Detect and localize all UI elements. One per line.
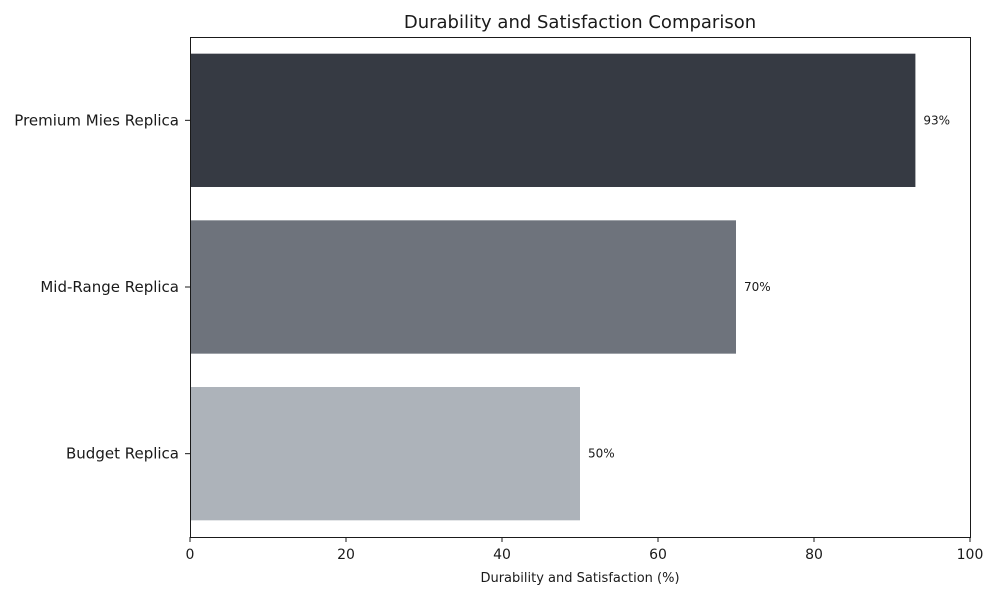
x-axis-label: Durability and Satisfaction (%) [480, 571, 679, 586]
x-tick-label: 40 [493, 547, 511, 563]
chart-title: Durability and Satisfaction Comparison [404, 12, 756, 33]
data-value-label: 93% [923, 113, 950, 127]
x-tick-label: 20 [337, 547, 355, 563]
x-tick-label: 100 [957, 547, 984, 563]
bar-3 [190, 387, 580, 521]
x-tick-label: 60 [649, 547, 667, 563]
x-tick-label: 80 [805, 547, 823, 563]
x-tick-label: 0 [186, 547, 195, 563]
x-axis-ticks: 0 20 40 60 80 100 [186, 537, 984, 563]
bar-1 [190, 53, 916, 187]
bar-2 [190, 220, 736, 354]
bars-group [190, 53, 916, 521]
data-value-label: 70% [744, 280, 771, 294]
category-label: Budget Replica [66, 445, 179, 463]
labels-group: Premium Mies Replica 93% Mid-Range Replica… [14, 111, 950, 462]
plot-area-frame [190, 37, 971, 538]
category-label: Premium Mies Replica [14, 111, 179, 129]
data-value-label: 50% [588, 447, 615, 461]
category-label: Mid-Range Replica [40, 278, 179, 296]
